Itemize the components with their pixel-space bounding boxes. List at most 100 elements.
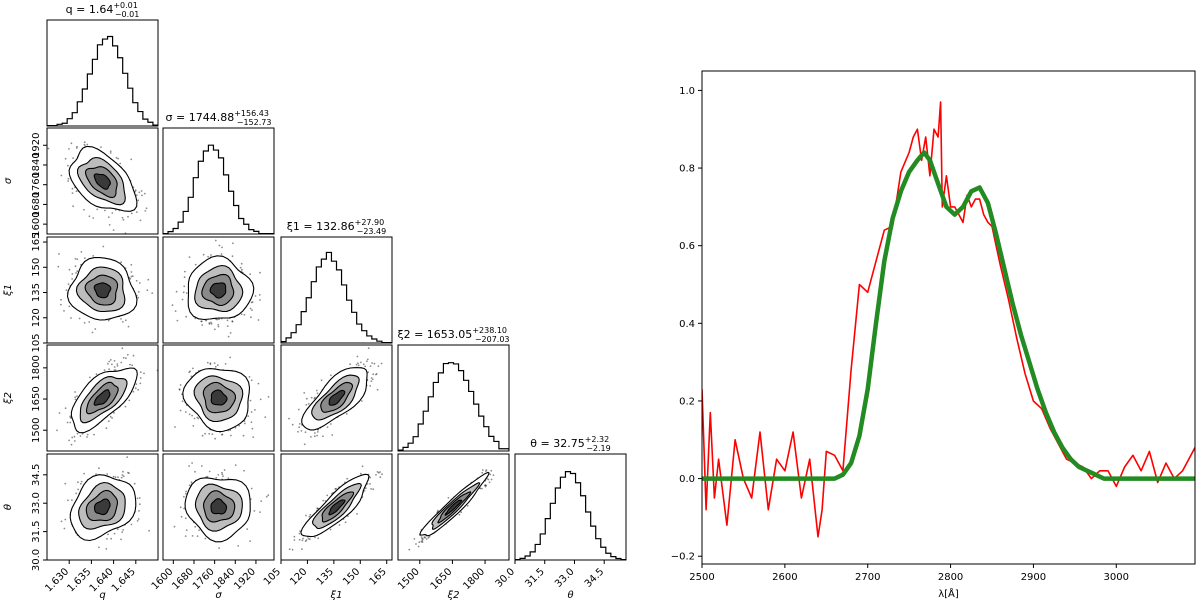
scatter-point: [138, 510, 140, 512]
scatter-point: [175, 290, 178, 293]
scatter-point: [218, 547, 221, 549]
panel-frame: [46, 127, 159, 235]
scatter-point: [111, 212, 114, 214]
scatter-point: [76, 432, 79, 435]
scatter-point: [206, 475, 209, 478]
scatter-point: [76, 395, 78, 397]
scatter-point: [117, 476, 119, 479]
scatter-point: [210, 321, 212, 324]
scatter-point: [185, 529, 188, 531]
scatter-point: [79, 482, 82, 485]
scatter-point: [100, 146, 102, 149]
scatter-point: [335, 487, 337, 490]
scatter-point: [127, 215, 129, 218]
scatter-point: [67, 283, 70, 285]
scatter-point: [134, 387, 137, 390]
panel-frame: [280, 453, 393, 561]
scatter-point: [293, 535, 296, 538]
contour-level-3: [93, 498, 111, 516]
scatter-point: [80, 480, 83, 483]
x-axis-label-0: q: [99, 590, 105, 601]
scatter-point: [185, 490, 187, 493]
scatter-point: [349, 363, 351, 366]
contour-level-3: [328, 389, 346, 406]
scatter-point: [67, 177, 70, 180]
scatter-point: [92, 255, 95, 257]
scatter-point: [216, 318, 219, 321]
contour-level-3: [93, 282, 112, 299]
scatter-point: [369, 476, 371, 479]
scatter-point: [47, 147, 50, 150]
scatter-point: [139, 382, 142, 385]
y-tick-label: 31.5: [31, 520, 42, 542]
scatter-point: [56, 429, 58, 432]
scatter-point: [106, 473, 108, 475]
scatter-point: [74, 396, 76, 398]
scatter-point: [137, 291, 140, 293]
scatter-point: [75, 272, 77, 274]
scatter-point: [379, 471, 381, 473]
scatter-point: [362, 363, 365, 366]
scatter-point: [191, 414, 194, 417]
x-tick-label: 135: [315, 566, 336, 587]
scatter-point: [179, 384, 182, 386]
scatter-point: [188, 484, 191, 487]
scatter-point: [129, 363, 131, 366]
scatter-point: [173, 525, 176, 528]
scatter-point: [303, 443, 306, 446]
x-axis-label-1: σ: [215, 590, 222, 601]
scatter-point: [297, 408, 300, 411]
scatter-point: [88, 215, 91, 218]
scatter-point: [488, 481, 491, 484]
scatter-point: [178, 388, 181, 391]
scatter-point: [188, 413, 191, 416]
scatter-point: [98, 546, 100, 549]
scatter-point: [174, 426, 176, 428]
y-tick-label: 150: [31, 258, 42, 277]
scatter-point: [57, 265, 60, 268]
scatter-point: [249, 540, 252, 542]
contour-level-3: [93, 173, 111, 190]
scatter-point: [130, 275, 133, 278]
scatter-point: [131, 275, 134, 277]
scatter-point: [309, 513, 312, 516]
scatter-point: [72, 205, 74, 208]
scatter-point: [127, 325, 130, 328]
scatter-point: [102, 245, 105, 248]
panel-frame: [162, 127, 275, 235]
scatter-point: [244, 422, 246, 425]
scatter-point: [248, 376, 251, 378]
scatter-point: [345, 413, 348, 415]
scatter-point: [313, 397, 316, 400]
panel-frame: [162, 453, 275, 561]
scatter-point: [64, 407, 67, 410]
scatter-point: [122, 356, 125, 359]
scatter-point: [364, 365, 367, 368]
y-tick-label: 1680: [31, 192, 42, 217]
scatter-point: [223, 469, 226, 471]
scatter-point: [239, 266, 242, 269]
scatter-point: [218, 318, 220, 321]
scatter-point: [232, 242, 234, 245]
y-tick-label: 33.0: [31, 492, 42, 514]
scatter-point: [86, 433, 89, 436]
scatter-point: [185, 292, 188, 294]
scatter-point: [371, 378, 374, 381]
y-axis-label-2: ξ1: [3, 284, 14, 297]
scatter-point: [250, 487, 253, 490]
scatter-point: [120, 318, 122, 320]
scatter-point: [135, 211, 138, 214]
scatter-point: [221, 473, 224, 476]
scatter-point: [74, 265, 77, 268]
scatter-point: [122, 475, 125, 478]
scatter-point: [116, 363, 119, 365]
scatter-point: [88, 376, 91, 379]
scatter-point: [65, 289, 68, 291]
scatter-point: [183, 507, 186, 510]
scatter-point: [377, 471, 380, 474]
scatter-point: [60, 520, 63, 523]
scatter-point: [94, 328, 97, 330]
scatter-point: [76, 258, 79, 261]
